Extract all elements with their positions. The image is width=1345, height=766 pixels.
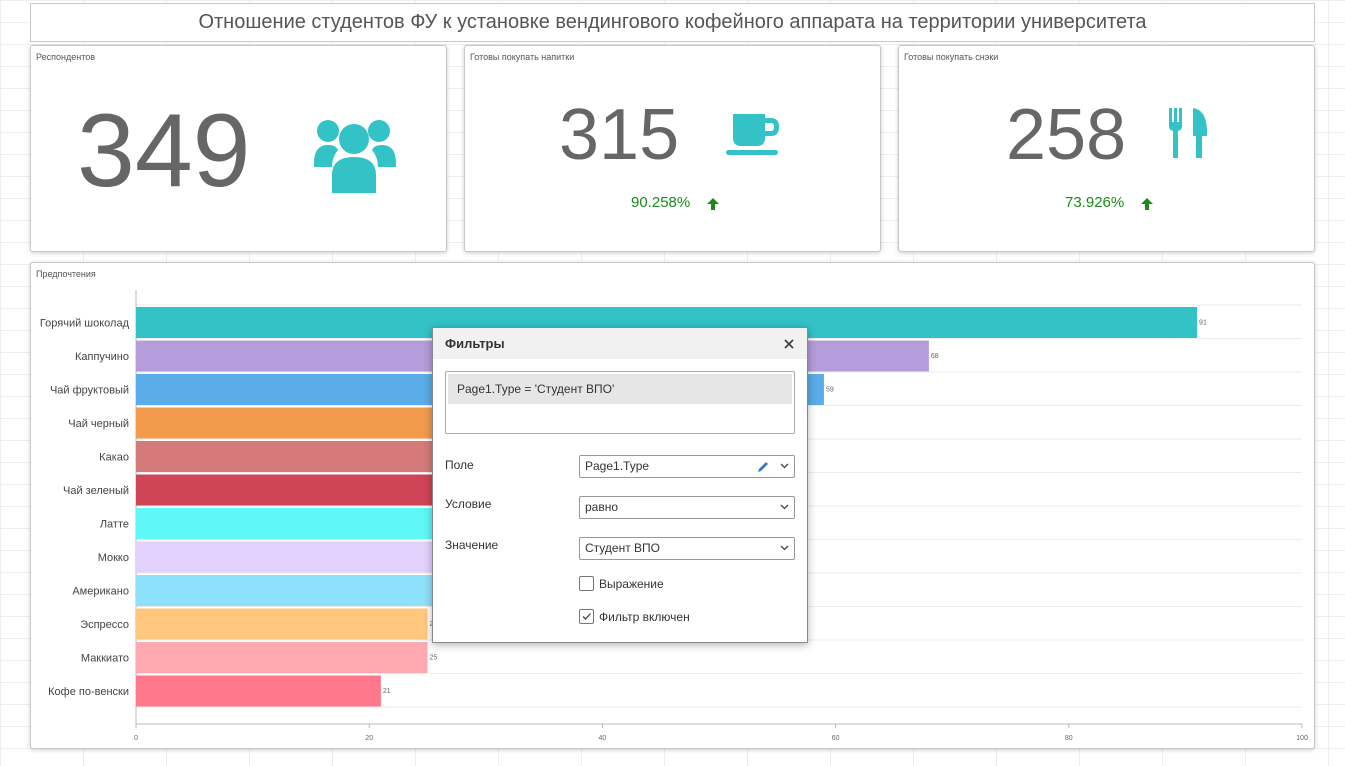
value-label: 25 — [430, 655, 438, 662]
x-tick-label: 20 — [365, 735, 373, 742]
field-label: Условие — [445, 497, 492, 511]
field-label: Значение — [445, 538, 499, 552]
field-select[interactable]: равно — [579, 496, 795, 519]
y-tick-label: Чай черный — [68, 418, 129, 430]
field-value: равно — [585, 500, 619, 514]
card-change: 90.258% — [631, 194, 691, 211]
bar — [136, 575, 486, 606]
value-label: 68 — [931, 353, 939, 360]
card-label: Респондентов — [36, 52, 95, 62]
up-arrow — [707, 198, 719, 210]
y-tick-label: Горячий шоколад — [40, 318, 130, 330]
cutlery-icon — [1169, 108, 1207, 158]
card-value: 315 — [559, 95, 680, 175]
edit-icon[interactable] — [757, 460, 770, 473]
x-tick-label: 40 — [599, 735, 607, 742]
x-tick-label: 60 — [832, 735, 840, 742]
dialog-title: Фильтры — [433, 328, 807, 359]
chevron — [780, 545, 789, 551]
card-value: 258 — [1006, 95, 1127, 175]
checkmark — [582, 613, 591, 621]
card-label: Готовы покупать напитки — [470, 52, 575, 62]
x-tick-label: 0 — [134, 735, 138, 742]
value-label: 59 — [826, 387, 834, 394]
y-tick-label: Какао — [99, 452, 129, 464]
cup-icon — [726, 114, 779, 155]
card-change: 73.926% — [1065, 194, 1125, 211]
x-tick-label: 80 — [1065, 735, 1073, 742]
y-tick-label: Эспрессо — [80, 619, 129, 631]
bar — [136, 675, 381, 707]
field-value: Page1.Type — [585, 459, 650, 473]
card-label: Готовы покупать снэки — [904, 52, 999, 62]
filter-dialog: Фильтры Page1.Type = 'Студент ВПО' Поле P… — [432, 327, 808, 643]
card-value: 349 — [77, 93, 251, 209]
bar — [136, 608, 428, 640]
bar — [136, 642, 428, 673]
card[interactable]: Респондентов 349 — [30, 45, 447, 252]
value-label: 91 — [1199, 320, 1207, 327]
y-tick-label: Чай фруктовый — [50, 385, 129, 397]
chevron — [780, 463, 789, 469]
field-value: Студент ВПО — [585, 541, 660, 555]
checkbox-box[interactable] — [579, 576, 594, 592]
field-label: Поле — [445, 458, 474, 472]
y-tick-label: Кофе по-венски — [48, 686, 129, 698]
filter-expression[interactable]: Page1.Type = 'Студент ВПО' — [448, 374, 792, 404]
y-tick-label: Американо — [72, 586, 129, 598]
checkbox-label: Фильтр включен — [599, 610, 690, 624]
card[interactable]: Готовы покупать снэки 258 73.926% — [898, 45, 1315, 252]
y-tick-label: Латте — [100, 519, 129, 531]
y-tick-label: Каппучино — [75, 351, 129, 363]
checkbox-box[interactable] — [579, 609, 594, 625]
dashboard-title: Отношение студентов ФУ к установке венди… — [30, 3, 1315, 42]
value-label: 21 — [383, 688, 391, 695]
filter-list[interactable]: Page1.Type = 'Студент ВПО' — [445, 371, 795, 434]
chart-title: Предпочтения — [36, 269, 96, 279]
close-button[interactable] — [784, 339, 794, 349]
field-select[interactable]: Студент ВПО — [579, 537, 795, 560]
x-tick-label: 100 — [1296, 735, 1308, 742]
y-tick-label: Мокко — [98, 552, 129, 564]
people-icon — [314, 120, 396, 193]
field-select[interactable]: Page1.Type — [579, 455, 795, 478]
checkbox-label: Выражение — [599, 577, 664, 591]
y-tick-label: Маккиато — [81, 653, 129, 665]
card[interactable]: Готовы покупать напитки 315 90.258% — [464, 45, 881, 252]
checkbox[interactable]: Фильтр включен — [579, 609, 690, 625]
up-arrow — [1141, 198, 1153, 210]
checkbox[interactable]: Выражение — [579, 576, 664, 592]
chevron — [780, 504, 789, 510]
y-tick-label: Чай зеленый — [63, 485, 129, 497]
